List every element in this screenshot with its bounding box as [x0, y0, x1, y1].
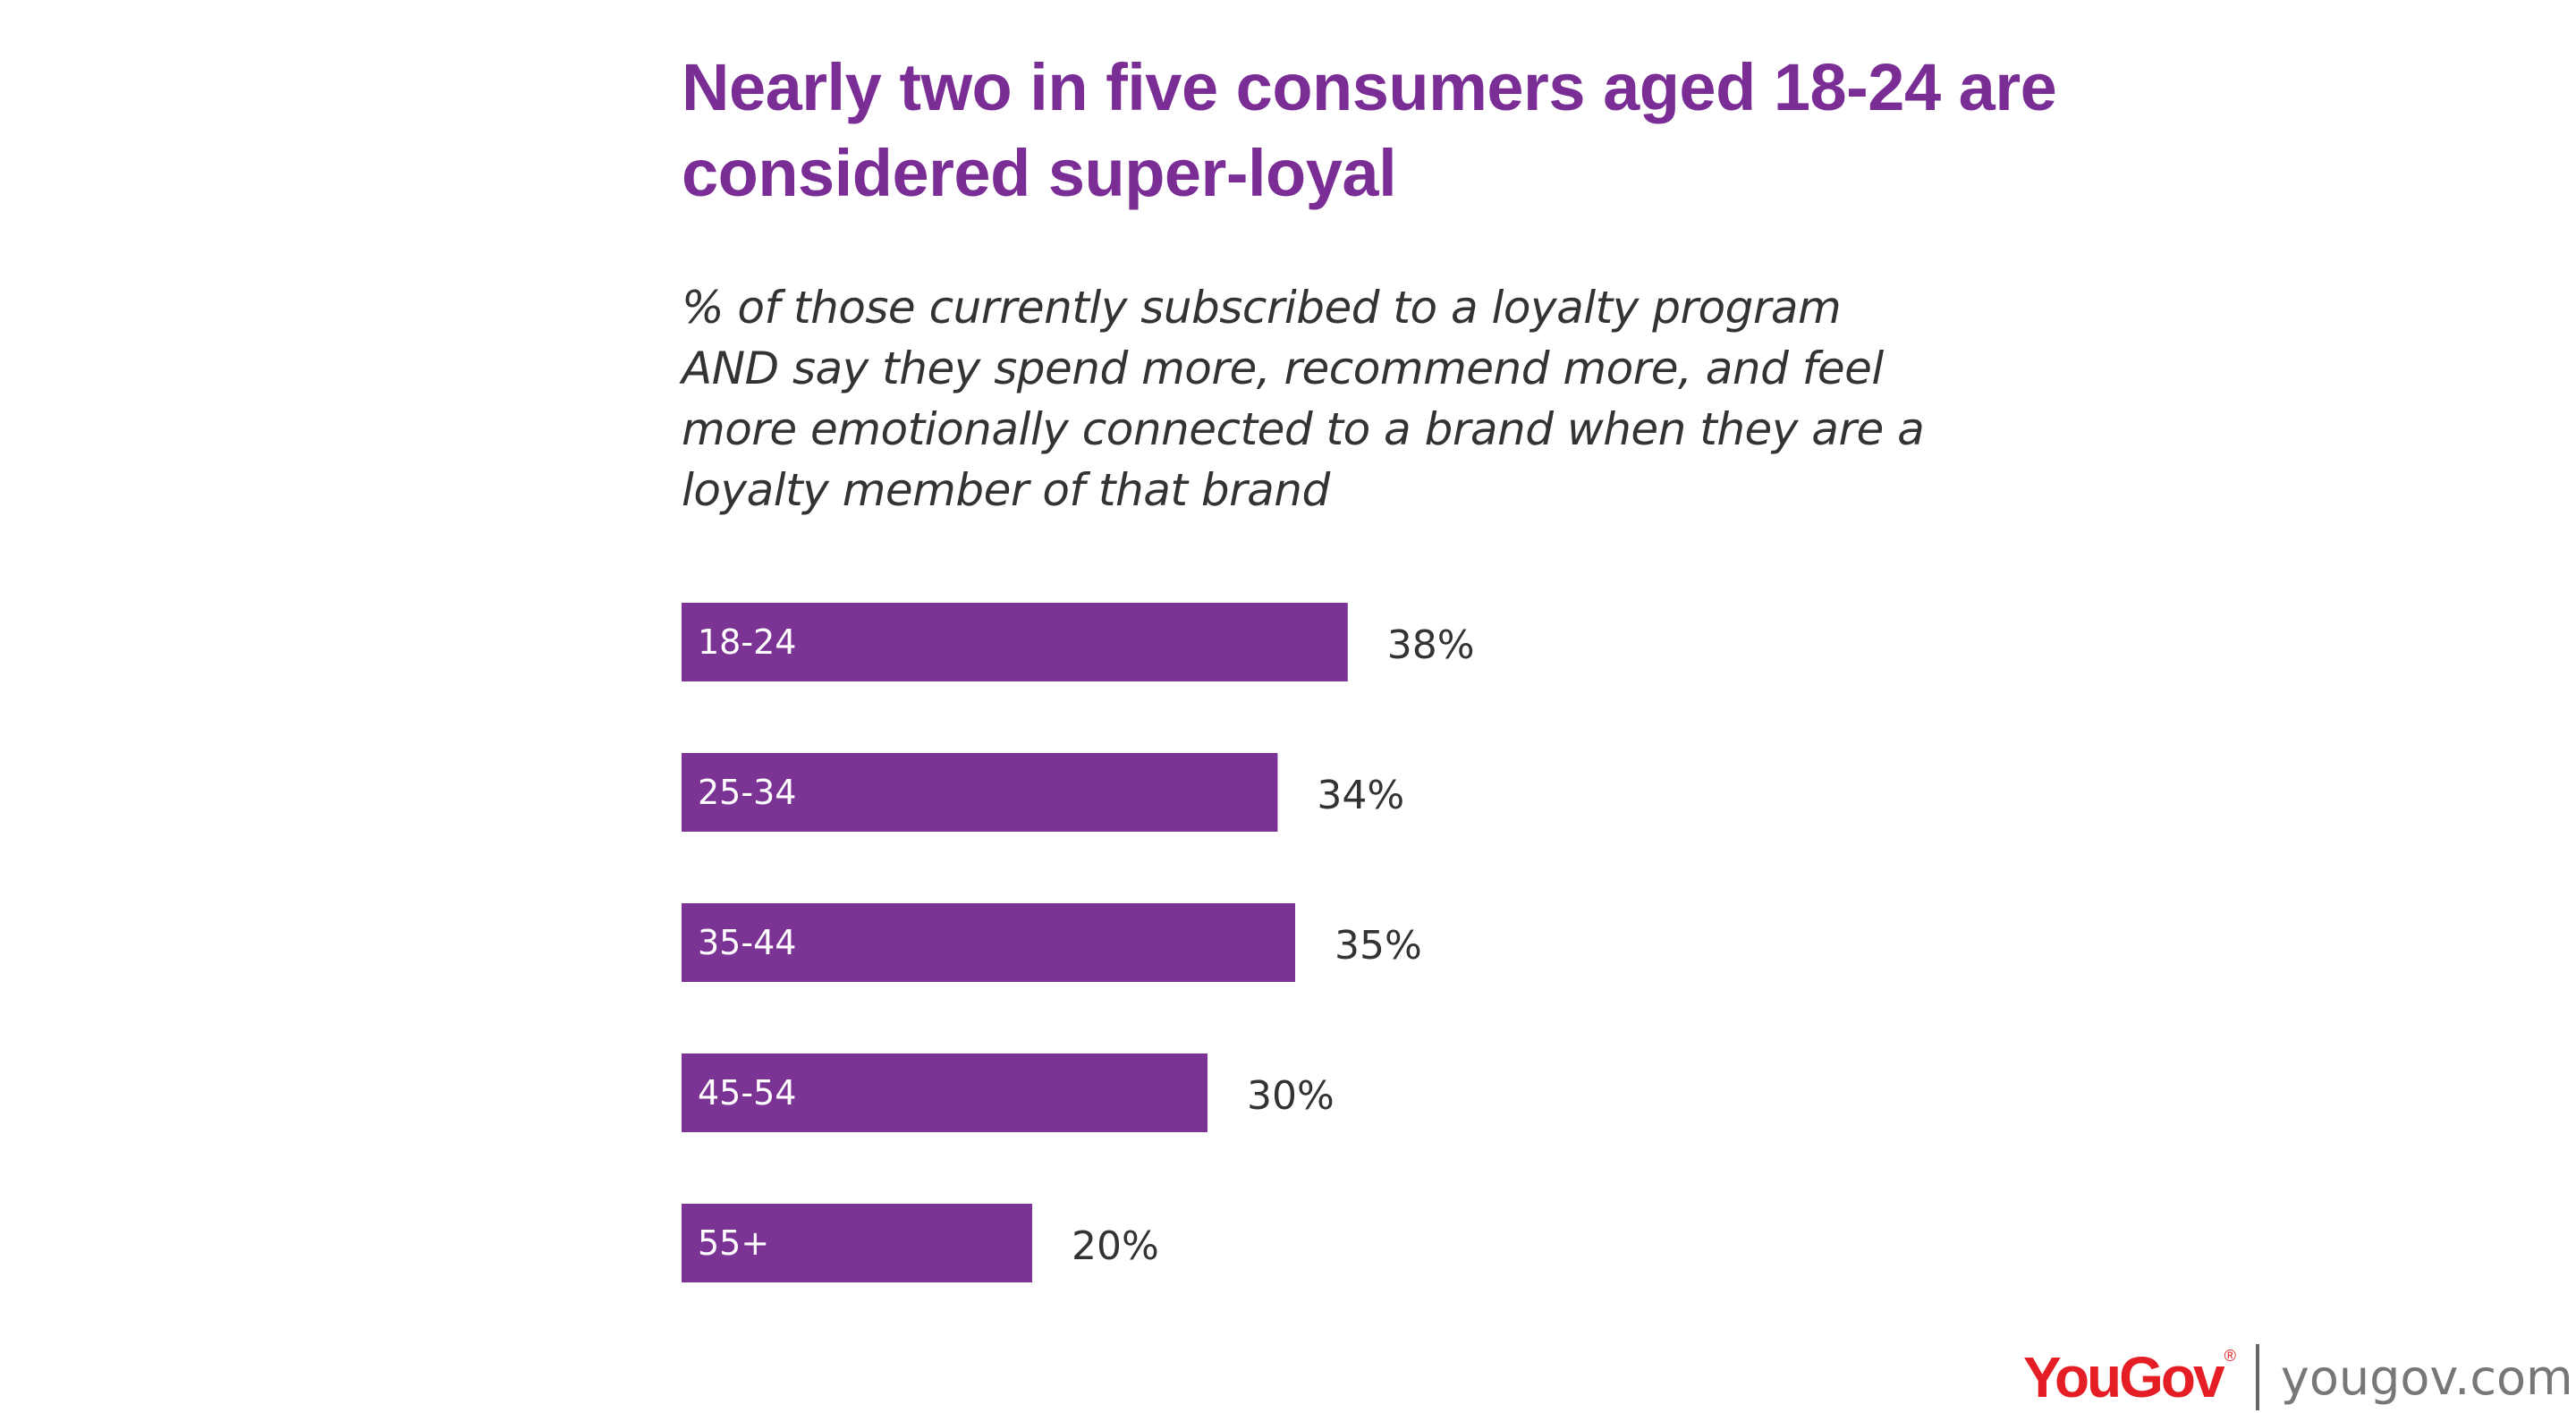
- bar-25-34: [682, 753, 1278, 832]
- logo-divider: [2255, 1344, 2259, 1410]
- value-label: 20%: [1072, 1223, 1159, 1269]
- value-label: 30%: [1247, 1073, 1335, 1119]
- logo-wordmark: YouGov: [2023, 1345, 2225, 1409]
- category-label: 25-34: [698, 773, 796, 812]
- category-label: 55+: [698, 1223, 769, 1263]
- website-url: yougov.com: [2280, 1349, 2573, 1406]
- value-label: 35%: [1335, 923, 1422, 969]
- chart-subtitle: % of those currently subscribed to a loy…: [682, 282, 1925, 516]
- registered-mark: ®: [2224, 1347, 2236, 1365]
- bar-45-54: [682, 1053, 1208, 1132]
- category-label: 45-54: [698, 1073, 796, 1113]
- value-label: 34%: [1317, 773, 1404, 818]
- bar-55+: [682, 1204, 1032, 1282]
- category-label: 35-44: [698, 923, 796, 962]
- chart-title: Nearly two in five consumers aged 18-24 …: [682, 50, 2057, 210]
- bar-35-44: [682, 903, 1295, 982]
- yougov-logo: YouGov ® yougov.com: [2023, 1341, 2573, 1413]
- category-label: 18-24: [698, 622, 796, 662]
- bar-18-24: [682, 603, 1348, 681]
- value-label: 38%: [1387, 622, 1475, 668]
